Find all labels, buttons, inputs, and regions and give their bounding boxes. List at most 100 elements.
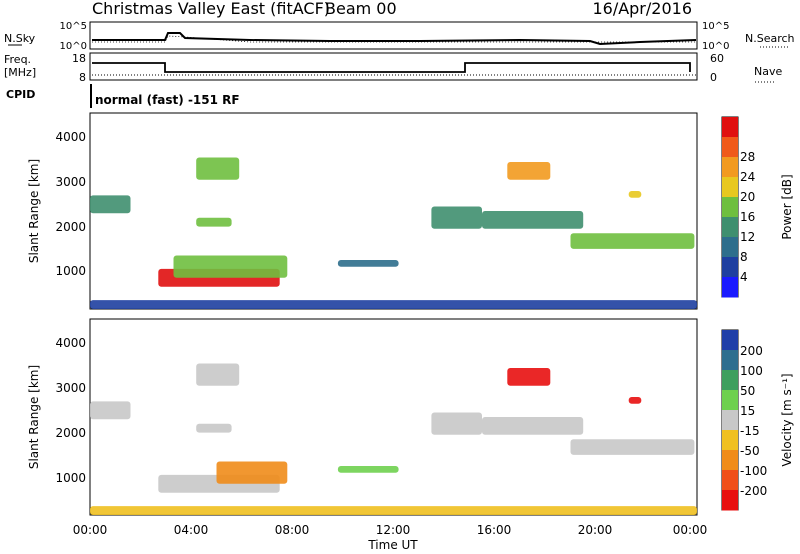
velocity-y-ticks: 1000 2000 3000 4000 [55, 336, 86, 485]
xtick-2400: 00:00 [673, 523, 708, 537]
velocity-echo-region-3 [196, 363, 240, 386]
freq-tick-bottom: 8 [79, 71, 86, 84]
velocity-colorbar-segment-7 [722, 470, 738, 491]
xtick-0800: 08:00 [275, 523, 310, 537]
power-ytick-3000: 3000 [55, 175, 86, 189]
power-cb-tick-12: 12 [740, 230, 755, 244]
beam-label: Beam 00 [325, 0, 397, 18]
power-colorbar-segment-3 [722, 177, 738, 198]
power-cb-tick-16: 16 [740, 210, 755, 224]
power-echo-region-3 [196, 157, 240, 180]
nsearch-tick-top: 10^5 [702, 21, 729, 32]
velocity-echo-region-2 [216, 461, 288, 484]
freq-tick-top: 18 [72, 52, 86, 65]
velocity-cb-tick-15: 15 [740, 404, 755, 418]
power-colorbar-segment-7 [722, 257, 738, 278]
velocity-ylabel: Slant Range [km] [27, 365, 41, 469]
velocity-ytick-3000: 3000 [55, 381, 86, 395]
power-cb-tick-8: 8 [740, 250, 748, 264]
power-echo-region-5 [337, 260, 399, 267]
power-panel: Slant Range [km] 1000 2000 3000 4000 4 8… [27, 112, 794, 310]
velocity-cb-tick-neg100: -100 [740, 464, 767, 478]
xtick-0400: 04:00 [174, 523, 209, 537]
velocity-colorbar-segment-2 [722, 370, 738, 391]
power-colorbar-segment-5 [722, 217, 738, 238]
power-cb-tick-20: 20 [740, 190, 755, 204]
velocity-colorbar-segment-3 [722, 390, 738, 411]
power-echo-region-0 [90, 195, 131, 214]
figure-title: Christmas Valley East (fitACF) [92, 0, 330, 18]
nsky-tick-top: 10^5 [60, 21, 87, 32]
velocity-cb-tick-neg50: -50 [740, 444, 760, 458]
freq-panel-frame [89, 52, 698, 81]
velocity-data-marks [90, 363, 697, 515]
velocity-colorbar-segment-6 [722, 450, 738, 471]
freq-unit: [MHz] [4, 66, 36, 79]
velocity-colorbar-label: Velocity [m s⁻¹] [780, 373, 794, 466]
power-echo-region-7 [482, 211, 584, 229]
velocity-echo-region-0 [90, 401, 131, 420]
power-echo-region-2 [173, 255, 288, 278]
power-colorbar [722, 117, 738, 298]
power-ytick-2000: 2000 [55, 220, 86, 234]
velocity-colorbar-segment-8 [722, 490, 738, 511]
velocity-colorbar-ticks: 200 100 50 15 -15 -50 -100 -200 [740, 344, 767, 498]
cpid-label: CPID [6, 88, 35, 101]
nsky-trace [92, 32, 697, 46]
power-cb-tick-4: 4 [740, 270, 748, 284]
x-axis: 00:00 04:00 08:00 12:00 16:00 20:00 00:0… [73, 523, 708, 552]
velocity-cb-tick-neg15: -15 [740, 424, 760, 438]
power-colorbar-segment-8 [722, 277, 738, 298]
nsky-label: N.Sky [4, 32, 36, 45]
velocity-ytick-4000: 4000 [55, 336, 86, 350]
velocity-colorbar [722, 330, 738, 511]
cpid-text: normal (fast) -151 RF [95, 93, 240, 107]
power-data-marks [90, 157, 697, 309]
velocity-cb-tick-200: 200 [740, 344, 763, 358]
velocity-cb-tick-neg200: -200 [740, 484, 767, 498]
velocity-cb-tick-50: 50 [740, 384, 755, 398]
power-cb-tick-28: 28 [740, 150, 755, 164]
nave-label: Nave [754, 65, 782, 78]
velocity-echo-region-4 [196, 423, 232, 433]
nsearch-trace [92, 35, 696, 43]
velocity-ytick-1000: 1000 [55, 471, 86, 485]
power-cb-tick-24: 24 [740, 170, 755, 184]
velocity-colorbar-segment-4 [722, 410, 738, 431]
velocity-echo-region-7 [482, 417, 584, 435]
power-colorbar-segment-1 [722, 137, 738, 158]
power-y-ticks: 1000 2000 3000 4000 [55, 130, 86, 278]
xtick-0000: 00:00 [73, 523, 108, 537]
xtick-2000: 20:00 [578, 523, 613, 537]
velocity-echo-region-5 [337, 466, 399, 473]
nsearch-tick-bottom: 10^0 [702, 41, 729, 52]
power-echo-region-6 [431, 206, 482, 229]
nsearch-label: N.Search [745, 32, 795, 45]
power-colorbar-segment-0 [722, 117, 738, 138]
power-ylabel: Slant Range [km] [27, 159, 41, 263]
power-colorbar-ticks: 4 8 12 16 20 24 28 [740, 150, 755, 284]
power-echo-region-9 [507, 162, 551, 180]
date-label: 16/Apr/2016 [592, 0, 692, 18]
xtick-1200: 12:00 [376, 523, 411, 537]
power-echo-region-11 [90, 300, 697, 309]
velocity-echo-region-6 [431, 412, 482, 435]
velocity-colorbar-segment-1 [722, 350, 738, 371]
velocity-echo-region-9 [507, 368, 551, 386]
velocity-cb-tick-100: 100 [740, 364, 763, 378]
velocity-colorbar-segment-5 [722, 430, 738, 451]
nave-tick-bottom: 0 [710, 71, 717, 84]
power-echo-region-10 [628, 191, 642, 198]
velocity-echo-region-11 [90, 506, 697, 515]
freq-label: Freq. [4, 53, 31, 66]
velocity-colorbar-segment-0 [722, 330, 738, 351]
power-colorbar-segment-6 [722, 237, 738, 258]
nsky-tick-bottom: 10^0 [60, 41, 87, 52]
power-echo-region-4 [196, 217, 232, 227]
freq-trace [92, 62, 691, 73]
nsky-panel-frame [89, 21, 698, 50]
power-ytick-1000: 1000 [55, 264, 86, 278]
velocity-ytick-2000: 2000 [55, 426, 86, 440]
x-axis-label: Time UT [367, 538, 418, 552]
